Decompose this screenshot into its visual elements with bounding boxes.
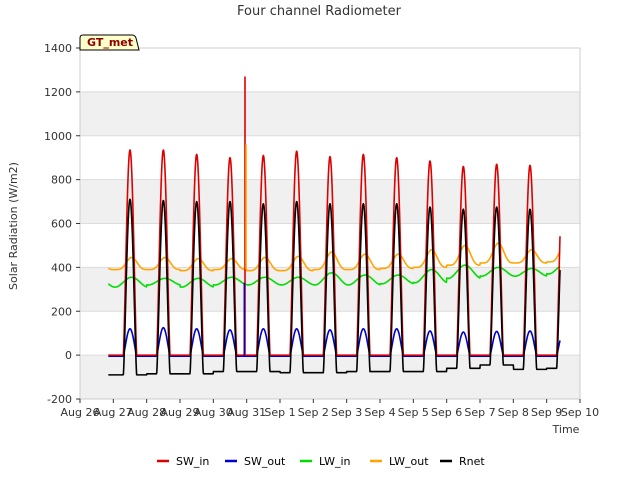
- x-tick-label: Sep 5: [398, 406, 429, 419]
- legend-label: Rnet: [459, 455, 485, 468]
- station-label: GT_met: [87, 36, 133, 49]
- grid-band: [80, 179, 580, 224]
- legend-item-lw-out: LW_out: [370, 455, 429, 468]
- station-badge: GT_met: [79, 34, 140, 51]
- y-tick-label: 1200: [44, 86, 72, 99]
- grid-band: [80, 48, 580, 92]
- legend-label: LW_in: [319, 455, 351, 468]
- y-axis-label: Solar Radiation (W/m2): [7, 162, 20, 290]
- legend-label: SW_out: [244, 455, 286, 468]
- x-tick-label: Sep 4: [364, 406, 395, 419]
- series-line-rnet: [107, 198, 561, 376]
- series-line-sw-out: [107, 326, 561, 358]
- x-tick-label: Sep 2: [298, 406, 329, 419]
- x-tick-label: Sep 6: [431, 406, 462, 419]
- series-line-sw-in: [107, 149, 561, 356]
- x-tick-label: Aug 31: [227, 406, 266, 419]
- x-tick-label: Sep 3: [331, 406, 362, 419]
- legend-label: SW_in: [176, 455, 209, 468]
- grid-band: [80, 311, 580, 356]
- x-tick-label: Aug 30: [194, 406, 233, 419]
- legend: SW_in SW_out LW_in LW_out Rnet: [157, 455, 485, 468]
- y-tick-label: 400: [51, 261, 72, 274]
- y-tick-label: -200: [47, 393, 72, 406]
- y-tick-label: 600: [51, 218, 72, 231]
- x-tick-label: Aug 28: [127, 406, 166, 419]
- x-tick-label: Aug 27: [94, 406, 133, 419]
- x-tick-label: Sep 1: [264, 406, 295, 419]
- legend-item-lw-in: LW_in: [300, 455, 351, 468]
- legend-item-rnet: Rnet: [440, 455, 485, 468]
- x-tick-label: Sep 8: [498, 406, 529, 419]
- y-tick-label: 1400: [44, 42, 72, 55]
- grid-band: [80, 223, 580, 268]
- x-tick-label: Sep 10: [561, 406, 599, 419]
- legend-label: LW_out: [389, 455, 429, 468]
- grid-band: [80, 91, 580, 136]
- grid-band: [80, 355, 580, 399]
- legend-item-sw-in: SW_in: [157, 455, 209, 468]
- series-layer: [107, 76, 561, 376]
- legend-item-sw-out: SW_out: [225, 455, 286, 468]
- y-tick-label: 200: [51, 305, 72, 318]
- x-tick-label: Sep 9: [531, 406, 562, 419]
- grid-band: [80, 267, 580, 312]
- x-tick-label: Aug 26: [61, 406, 100, 419]
- y-tick-label: 1000: [44, 130, 72, 143]
- x-tick-label: Aug 29: [161, 406, 200, 419]
- x-axis-label: Time: [552, 423, 580, 436]
- y-tick-label: 0: [65, 349, 72, 362]
- y-tick-label: 800: [51, 174, 72, 187]
- chart-title: Four channel Radiometer: [237, 4, 402, 19]
- x-tick-label: Sep 7: [464, 406, 495, 419]
